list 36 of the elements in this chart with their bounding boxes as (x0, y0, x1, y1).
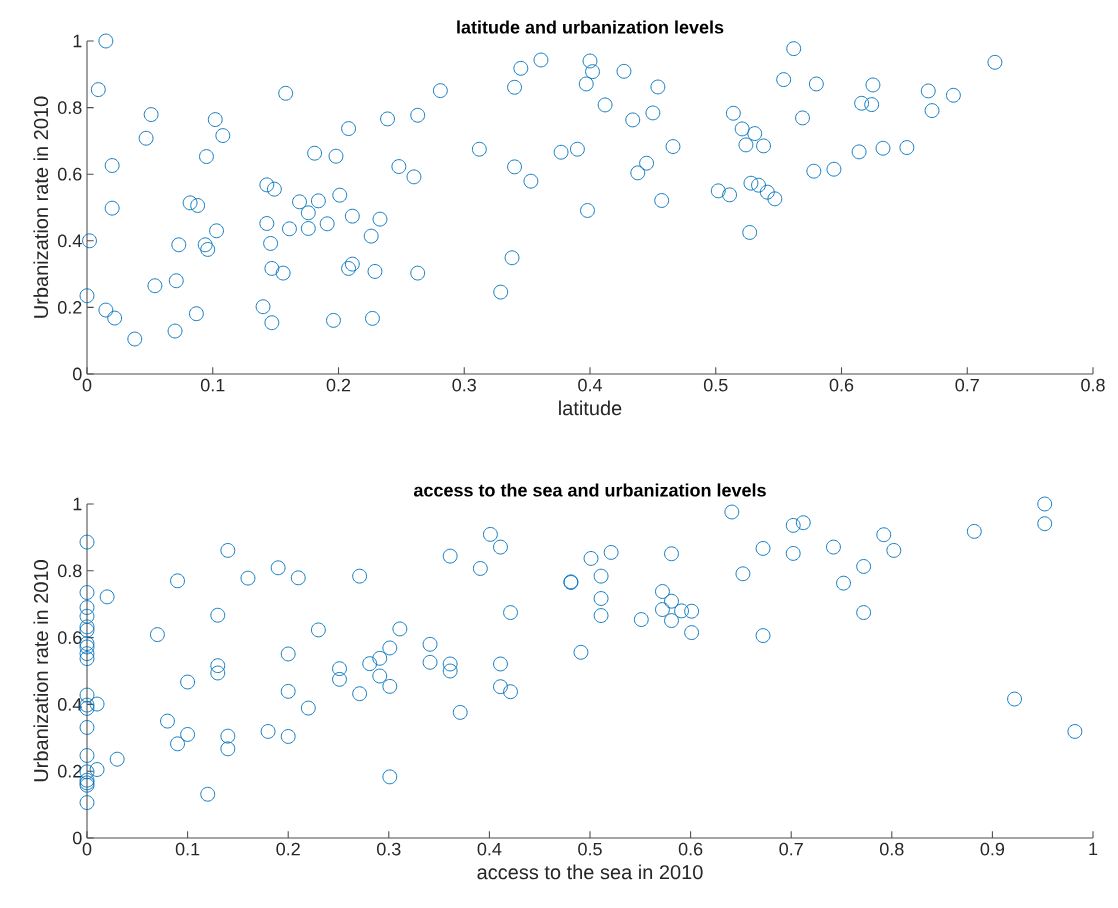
x-tick-label: 0.4 (477, 842, 502, 856)
x-tick-label: 0.3 (377, 842, 401, 856)
x-tick-label: 0.2 (276, 842, 300, 856)
y-tick-label: 0.8 (57, 564, 82, 578)
x-axis-title: access to the sea in 2010 (477, 864, 703, 880)
x-tick-label: 0.8 (1081, 378, 1105, 392)
y-axis-title: Urbanization rate in 2010 (33, 96, 49, 318)
x-tick-label: 0.4 (578, 378, 602, 392)
x-tick-label: 0 (82, 378, 92, 392)
x-tick-label: 0.1 (200, 378, 225, 392)
y-axis-title: Urbanization rate in 2010 (33, 560, 49, 782)
x-tick-label: 0.7 (779, 842, 803, 856)
x-tick-label: 0.7 (955, 378, 979, 392)
x-axis-title: latitude (559, 400, 622, 416)
y-tick-label: 0 (72, 367, 82, 381)
y-tick-label: 0 (72, 831, 82, 845)
y-tick-label: 0.2 (57, 301, 82, 314)
x-tick-label: 0.8 (880, 842, 904, 856)
chart-title: latitude and urbanization levels (457, 20, 724, 34)
y-tick-label: 0.6 (57, 631, 82, 644)
y-tick-label: 0.8 (57, 101, 82, 114)
chart-title: access to the sea and urbanization levels (413, 483, 766, 497)
x-tick-label: 0.3 (452, 378, 476, 392)
y-tick-label: 0.6 (57, 167, 82, 181)
x-tick-label: 0.5 (703, 378, 728, 392)
y-tick-label: 1 (73, 497, 82, 511)
x-tick-label: 0.9 (980, 842, 1005, 856)
x-tick-label: 0.6 (829, 378, 854, 392)
x-tick-label: 0 (82, 842, 92, 856)
x-tick-label: 0.5 (578, 842, 602, 856)
x-tick-label: 0.1 (175, 842, 200, 856)
x-tick-label: 1 (1089, 842, 1098, 856)
y-tick-label: 1 (73, 34, 82, 48)
x-tick-label: 0.2 (326, 378, 351, 392)
x-tick-label: 0.6 (678, 842, 703, 856)
y-tick-label: 0.4 (57, 234, 82, 248)
